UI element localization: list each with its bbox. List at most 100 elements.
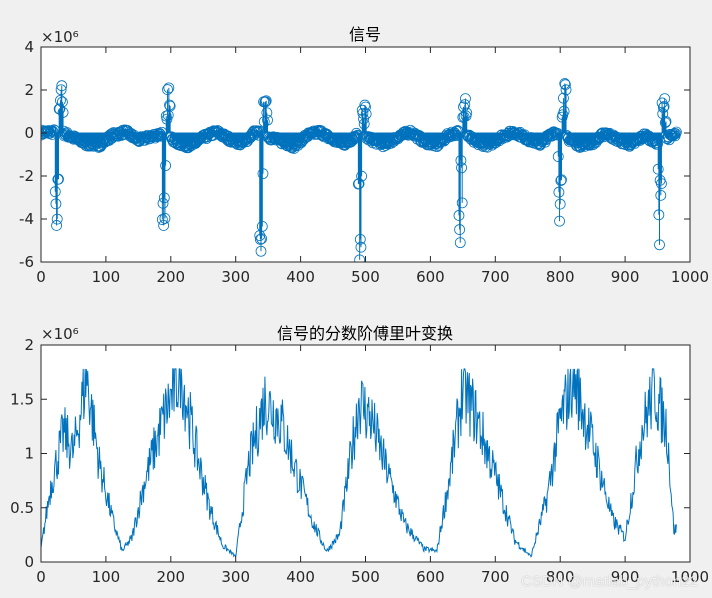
y-tick-label: 1.5 [10,390,34,408]
stem-marker [260,96,271,108]
y-tick-label: -2 [19,167,34,185]
stem-marker [456,162,467,174]
stem-marker [56,80,68,92]
x-tick-label: 100 [92,568,121,586]
stem-marker [560,84,572,96]
stem-marker [360,101,371,113]
y-tick-label: 1 [24,445,34,463]
stem-marker [453,210,465,221]
stem-marker [49,186,61,198]
stem-marker [459,99,471,111]
x-tick-label: 100 [92,268,121,286]
stem-marker [51,220,62,231]
stem-marker [554,198,566,210]
stem-marker [55,84,67,96]
stem-marker [654,239,665,251]
stem-marker [360,108,372,120]
x-tick-label: 0 [36,568,46,586]
stem-marker [157,197,169,209]
x-tick-label: 900 [611,268,640,286]
y-tick-label: 0.5 [10,499,34,517]
stem-marker [158,220,170,231]
signal-title: 信号 [349,25,381,44]
stem-marker [461,107,473,119]
stem-marker [454,237,466,249]
stem-marker [353,178,365,190]
stem-marker [670,126,682,138]
y-tick-label: 0 [24,124,34,142]
stem-marker [355,241,367,253]
stem-marker [256,220,268,232]
x-tick-label: 300 [221,268,250,286]
stem-marker [57,107,69,118]
stem-marker [656,178,667,189]
plot-signal: 0 100 200 300 400 500 600 700 800 900 1000 -6 -4 -2 0 2… [19,25,709,286]
x-tick-label: 200 [156,568,185,586]
stem-marker [652,138,663,150]
x-tick-label: 600 [416,268,445,286]
stem-marker [57,96,68,108]
x-tick-label: 800 [546,568,575,586]
y-tick-label: 2 [24,336,34,354]
stem-marker [55,94,66,106]
axes-signal-ticks: 0 100 200 300 400 500 600 700 800 900 1000 -6 -4 -2 0 2… [19,38,709,286]
frft-exponent: ×10⁶ [41,325,79,343]
stem-marker [587,134,599,146]
watermark: CSDN @matlab_python22 [521,573,698,590]
stem-marker [559,78,571,89]
stem-marker [160,160,172,171]
x-tick-label: 400 [286,568,315,586]
stem-marker [454,224,466,235]
frft-title: 信号的分数阶傅里叶变换 [277,324,453,343]
stem-marker [659,93,671,104]
stem-marker [260,95,272,107]
axes-frft-ticks: 0 100 200 300 400 500 600 700 800 900 1000 0 0.5 1 1.5… [10,336,709,586]
stem-marker [460,93,471,104]
y-tick-label: -4 [19,210,34,228]
stem-marker [256,233,268,245]
stem-marker [354,254,366,262]
stem-marker [257,168,269,180]
stem-marker [164,99,175,111]
stem-marker [455,155,467,166]
stem-marker [554,215,565,227]
stem-marker [162,84,173,95]
stem-marker [658,101,670,112]
axes-signal [41,47,690,262]
stem-marker [655,189,667,201]
stem-marker [158,192,170,204]
y-tick-label: 4 [24,38,34,56]
x-tick-label: 0 [36,268,46,286]
stem-marker [254,233,266,245]
axes-frft [41,345,690,562]
stem-marker [652,163,664,175]
stem-marker [356,170,368,182]
x-tick-label: 200 [156,268,185,286]
stem-marker [559,79,571,91]
x-tick-label: 600 [416,568,445,586]
stem-marker [553,186,565,198]
plot-fractional-fourier: 0 100 200 300 400 500 600 700 800 900 1000 0 0.5 1 1.5… [10,324,709,586]
frft-series [40,367,677,558]
stem-marker [555,175,567,186]
stem-marker [358,113,369,125]
stem-marker [357,107,369,119]
x-tick-label: 800 [546,268,575,286]
stem-marker [556,174,567,186]
y-tick-label: -6 [19,253,34,271]
stem-marker [558,105,570,117]
stem-marker [255,245,267,257]
stem-marker [552,151,564,162]
x-tick-label: 900 [611,568,640,586]
stem-marker [587,139,599,150]
frft-line [40,367,677,558]
stem-marker [660,116,672,127]
x-tick-label: 1000 [671,268,709,286]
signal-series [41,78,682,262]
stem-marker [53,173,64,185]
stem-marker [653,209,665,221]
x-tick-label: 500 [351,268,380,286]
stem-marker [659,117,671,129]
x-tick-label: 700 [481,268,510,286]
